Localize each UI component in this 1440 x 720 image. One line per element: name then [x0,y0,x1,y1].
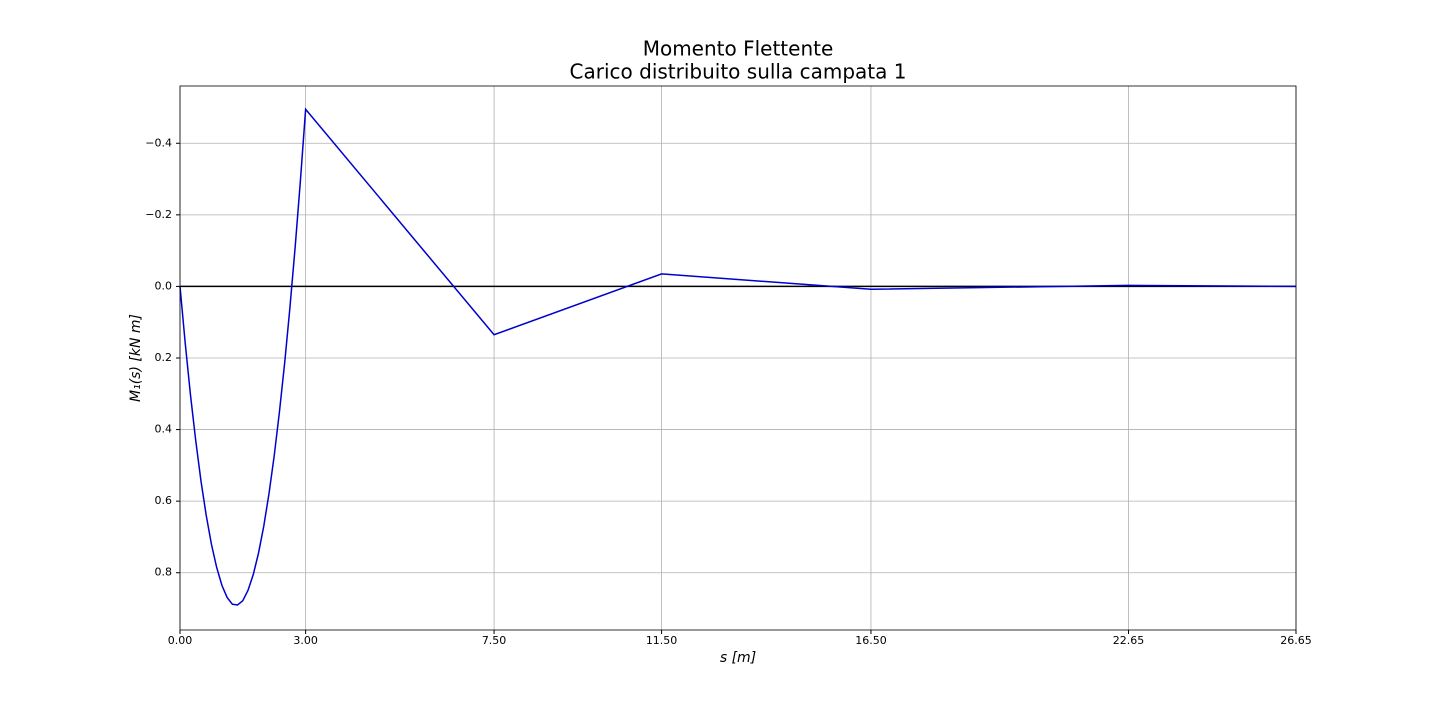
x-tick-label: 3.00 [293,634,318,647]
x-axis-label: s [m] [720,650,756,666]
y-tick-label: 0.6 [155,494,173,507]
x-tick-label: 26.65 [1280,634,1312,647]
x-tick-label: 0.00 [168,634,193,647]
y-tick-label: −0.2 [145,208,172,221]
y-tick-label: 0.0 [155,279,173,292]
chart-subtitle: Carico distribuito sulla campata 1 [570,60,907,84]
x-tick-label: 7.50 [482,634,507,647]
y-tick-label: 0.4 [155,423,173,436]
y-tick-label: 0.2 [155,351,173,364]
chart-title: Momento Flettente [643,37,834,61]
x-tick-label: 11.50 [646,634,678,647]
y-tick-label: 0.8 [155,566,173,579]
plot-frame [179,85,1297,631]
y-tick-label: −0.4 [145,136,172,149]
data-line [179,107,1297,606]
x-tick-label: 22.65 [1113,634,1145,647]
x-tick-label: 16.50 [855,634,887,647]
y-axis-label: M₁(s) [kN m] [128,314,144,402]
